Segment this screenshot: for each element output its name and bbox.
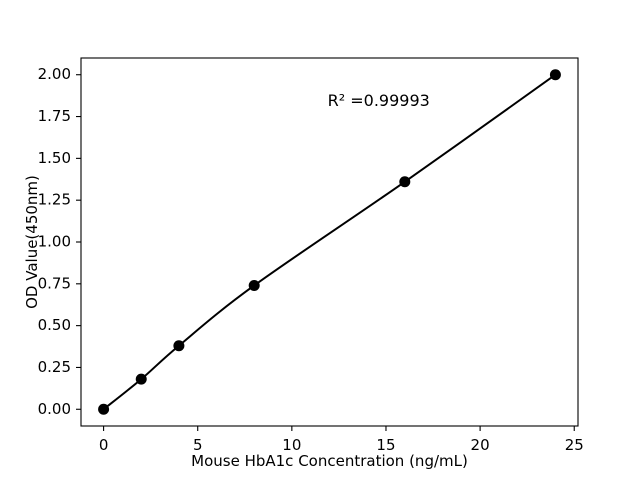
y-tick-label: 0.25	[38, 358, 71, 376]
y-tick-label: 0.75	[38, 274, 71, 292]
x-tick-label: 5	[193, 436, 203, 454]
data-point	[135, 373, 147, 385]
data-point	[248, 279, 260, 291]
x-axis-label: Mouse HbA1c Concentration (ng/mL)	[191, 452, 468, 470]
plot-frame	[80, 57, 579, 427]
data-point	[549, 69, 561, 81]
y-tick-label: 1.00	[38, 233, 71, 251]
data-point	[173, 340, 185, 352]
y-tick-label: 1.25	[38, 191, 71, 209]
data-point	[399, 176, 411, 188]
y-tick-label: 1.75	[38, 107, 71, 125]
r-squared-annotation: R² =0.99993	[327, 90, 430, 110]
fit-line	[102, 73, 557, 411]
y-tick-label: 0.00	[38, 400, 71, 418]
x-tick-label: 25	[565, 436, 584, 454]
y-axis-label: OD Value(450nm)	[22, 175, 41, 309]
y-tick-label: 2.00	[38, 65, 71, 83]
y-tick-label: 0.50	[38, 316, 71, 334]
x-tick-label: 10	[282, 436, 301, 454]
x-tick-label: 0	[99, 436, 109, 454]
data-point	[98, 403, 110, 415]
y-tick-label: 1.50	[38, 149, 71, 167]
x-tick-label: 20	[471, 436, 490, 454]
x-tick-label: 15	[376, 436, 395, 454]
